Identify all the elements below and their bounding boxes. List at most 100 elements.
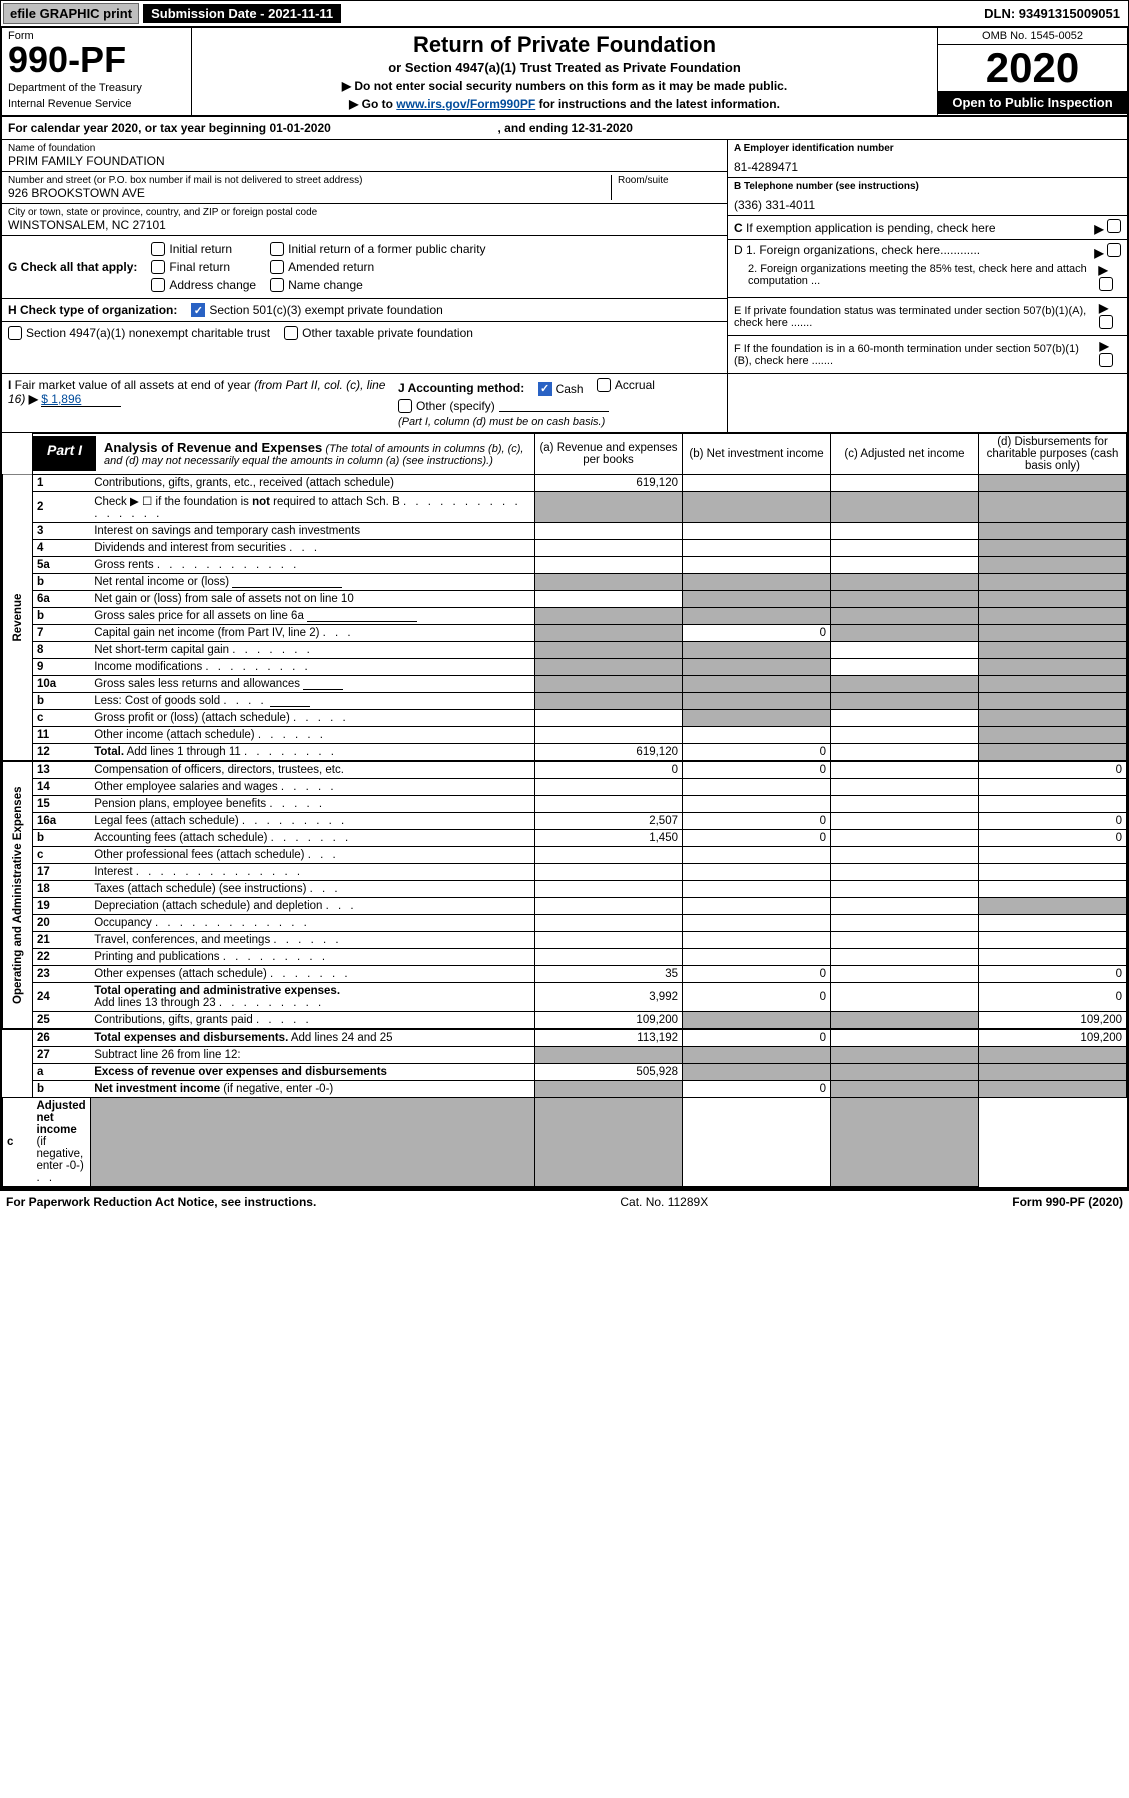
- line-number: 25: [33, 1011, 91, 1029]
- table-row: 16a Legal fees (attach schedule) . . . .…: [3, 812, 1127, 829]
- cell-grey: [683, 1046, 831, 1063]
- cell-value: [535, 726, 683, 743]
- cell-value: 619,120: [535, 743, 683, 761]
- chk-name-change[interactable]: [270, 278, 284, 292]
- line-number: 2: [33, 491, 91, 522]
- header-mid: Return of Private Foundation or Section …: [192, 28, 937, 115]
- h-opt-1: Section 501(c)(3) exempt private foundat…: [209, 303, 442, 317]
- phone-cell: B Telephone number (see instructions) (3…: [728, 178, 1127, 216]
- cell-value: [979, 795, 1127, 812]
- line-number: 10a: [33, 675, 91, 692]
- h-label: H Check type of organization:: [8, 303, 177, 317]
- chk-exemption-pending[interactable]: [1107, 219, 1121, 233]
- dept-irs: Internal Revenue Service: [8, 98, 185, 110]
- cell-value: 0: [683, 624, 831, 641]
- line-number: 7: [33, 624, 91, 641]
- foundation-name-label: Name of foundation: [8, 143, 721, 154]
- cell-grey: [535, 1080, 683, 1097]
- cell-value: [535, 556, 683, 573]
- cell-value: [979, 863, 1127, 880]
- line-desc: Gross sales less returns and allowances: [90, 675, 534, 692]
- line-number: b: [33, 1080, 91, 1097]
- cell-grey: [831, 573, 979, 590]
- cell-grey: [831, 692, 979, 709]
- chk-final-return[interactable]: [151, 260, 165, 274]
- form990pf-link[interactable]: www.irs.gov/Form990PF: [396, 97, 535, 111]
- city-cell: City or town, state or province, country…: [2, 204, 727, 236]
- cell-value: [683, 1097, 831, 1186]
- cell-grey: [831, 607, 979, 624]
- chk-other-method[interactable]: [398, 399, 412, 413]
- open-public-badge: Open to Public Inspection: [938, 91, 1127, 114]
- chk-accrual[interactable]: [597, 378, 611, 392]
- chk-e[interactable]: [1099, 315, 1113, 329]
- footer: For Paperwork Reduction Act Notice, see …: [0, 1189, 1129, 1213]
- line-number: 3: [33, 522, 91, 539]
- chk-d1[interactable]: [1107, 243, 1121, 257]
- cell-value: 0: [979, 812, 1127, 829]
- line-desc: Travel, conferences, and meetings . . . …: [90, 931, 534, 948]
- efile-print-button[interactable]: efile GRAPHIC print: [3, 3, 139, 24]
- chk-amended[interactable]: [270, 260, 284, 274]
- chk-initial-former[interactable]: [270, 242, 284, 256]
- header-left: Form 990-PF Department of the Treasury I…: [2, 28, 192, 115]
- cell-grey: [90, 1097, 534, 1186]
- cell-value: [683, 863, 831, 880]
- ij-right-spacer: [727, 374, 1127, 432]
- cell-grey: [535, 573, 683, 590]
- footer-mid: Cat. No. 11289X: [620, 1195, 708, 1209]
- cell-value: 0: [683, 982, 831, 1011]
- cell-value: [535, 880, 683, 897]
- expenses-side-label: Operating and Administrative Expenses: [3, 761, 33, 1029]
- d2-label: 2. Foreign organizations meeting the 85%…: [748, 263, 1099, 294]
- dept-treasury: Department of the Treasury: [8, 82, 185, 94]
- e-label: E If private foundation status was termi…: [734, 305, 1093, 329]
- chk-d2[interactable]: [1099, 277, 1113, 291]
- chk-501c3[interactable]: ✓: [191, 303, 205, 317]
- fmv-link[interactable]: $ 1,896: [41, 392, 121, 407]
- line-desc: Accounting fees (attach schedule) . . . …: [90, 829, 534, 846]
- line-number: a: [33, 1063, 91, 1080]
- g-opt-5: Name change: [288, 278, 363, 292]
- chk-other-taxable[interactable]: [284, 326, 298, 340]
- entity-right: A Employer identification number 81-4289…: [727, 140, 1127, 373]
- chk-initial-return[interactable]: [151, 242, 165, 256]
- cell-grey: [683, 1011, 831, 1029]
- cell-grey: [535, 624, 683, 641]
- cell-value: 0: [979, 829, 1127, 846]
- line-desc: Compensation of officers, directors, tru…: [90, 761, 534, 779]
- cell-grey: [535, 491, 683, 522]
- line-desc: Less: Cost of goods sold . . . .: [90, 692, 534, 709]
- table-row: 19 Depreciation (attach schedule) and de…: [3, 897, 1127, 914]
- top-bar: efile GRAPHIC print Submission Date - 20…: [0, 0, 1129, 27]
- cell-value: [535, 914, 683, 931]
- cell-grey: [979, 675, 1127, 692]
- line-number: 13: [33, 761, 91, 779]
- line-desc: Printing and publications . . . . . . . …: [90, 948, 534, 965]
- cell-grey: [831, 1063, 979, 1080]
- cell-grey: [535, 692, 683, 709]
- line-number: c: [3, 1097, 33, 1186]
- table-row: 25 Contributions, gifts, grants paid . .…: [3, 1011, 1127, 1029]
- city-value: WINSTONSALEM, NC 27101: [8, 218, 721, 232]
- cell-value: [831, 641, 979, 658]
- cell-value: [683, 539, 831, 556]
- line-number: b: [33, 829, 91, 846]
- table-row: b Less: Cost of goods sold . . . .: [3, 692, 1127, 709]
- chk-4947[interactable]: [8, 326, 22, 340]
- cell-value: [831, 931, 979, 948]
- cell-grey: [831, 590, 979, 607]
- chk-f[interactable]: [1099, 353, 1113, 367]
- line-desc: Net gain or (loss) from sale of assets n…: [90, 590, 534, 607]
- ij-row: I Fair market value of all assets at end…: [2, 373, 1127, 433]
- form-title: Return of Private Foundation: [202, 32, 927, 58]
- cell-value: 35: [535, 965, 683, 982]
- chk-cash[interactable]: ✓: [538, 382, 552, 396]
- cell-value: [831, 522, 979, 539]
- cell-grey: [535, 607, 683, 624]
- chk-address-change[interactable]: [151, 278, 165, 292]
- cell-grey: [831, 1097, 979, 1186]
- cell-grey: [979, 539, 1127, 556]
- line-number: 21: [33, 931, 91, 948]
- line-number: 6a: [33, 590, 91, 607]
